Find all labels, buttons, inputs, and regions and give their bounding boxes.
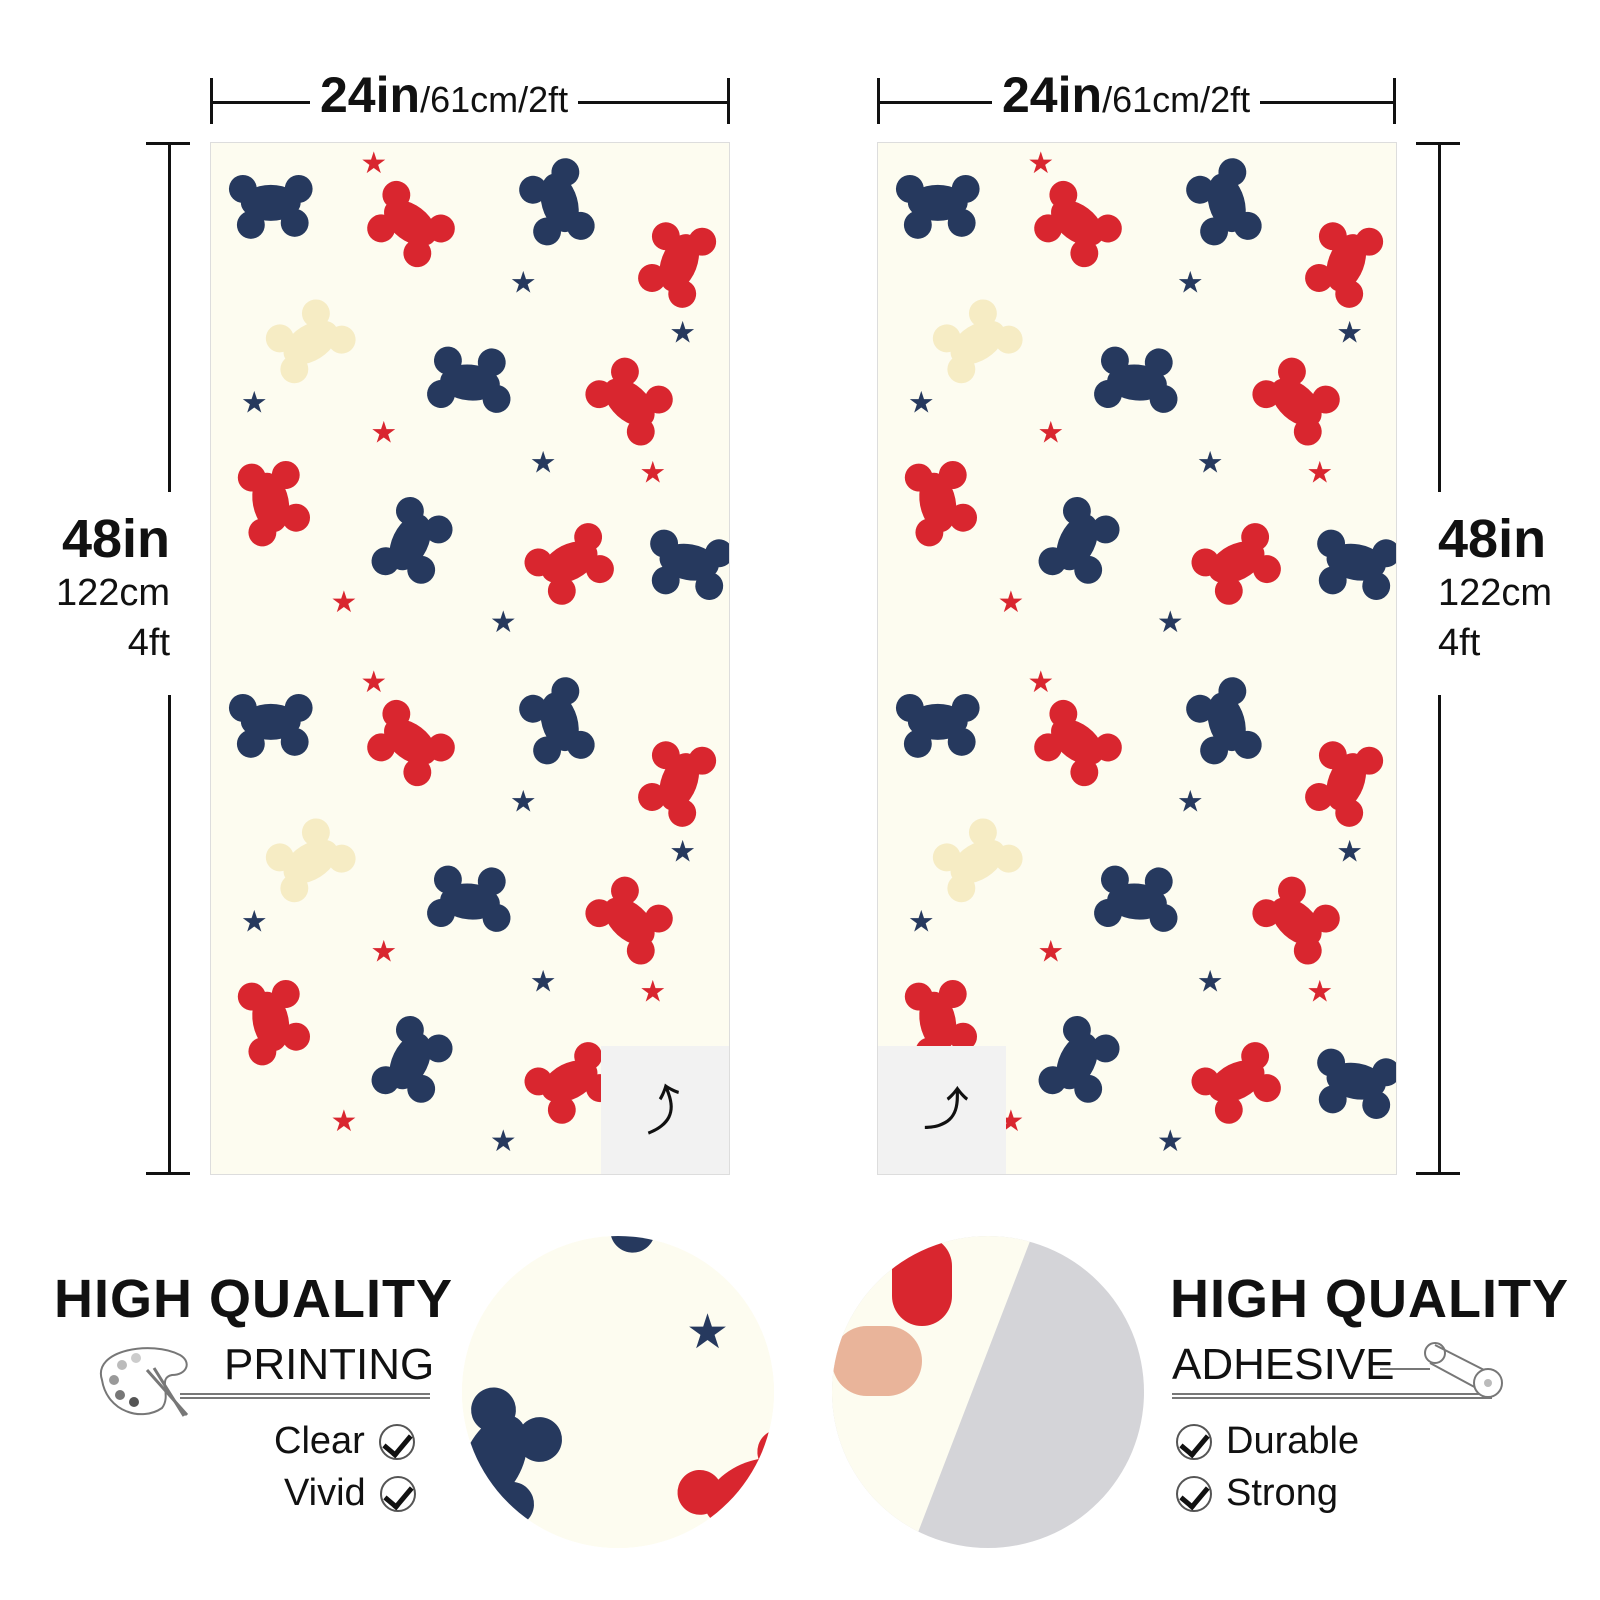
peel-corner [601, 1046, 729, 1174]
print-closeup [462, 1236, 774, 1548]
checkmark-icon [1176, 1423, 1212, 1460]
adhesive-subtitle: ADHESIVE [1172, 1340, 1395, 1389]
height-tick-bottom [146, 1172, 190, 1175]
roll-icon [1380, 1342, 1503, 1398]
checkmark-icon [379, 1475, 416, 1512]
finger [832, 1326, 922, 1396]
height-label-left: 48in 122cm 4ft [55, 509, 170, 664]
wallpaper-panel-right: ⤴ [877, 142, 1397, 1175]
height-line-bottom [1438, 695, 1441, 1175]
wallpaper-panel-left: ⤴ [210, 142, 730, 1175]
palette-icon [99, 1347, 189, 1417]
height-tick-bottom [1416, 1172, 1460, 1175]
printing-subtitle: PRINTING [224, 1340, 435, 1389]
checkmark-icon [378, 1423, 415, 1460]
height-tick-top [146, 142, 190, 145]
checkmark-icon [1176, 1475, 1212, 1512]
check-durable: Durable [1176, 1420, 1359, 1463]
check-strong: Strong [1176, 1472, 1338, 1515]
height-tick-top [1416, 142, 1460, 145]
height-label-right: 48in 122cm 4ft [1438, 509, 1553, 664]
height-line-bottom [168, 695, 171, 1175]
height-line-top [1438, 142, 1441, 492]
adhesive-closeup [832, 1236, 1144, 1548]
height-line-top [168, 142, 171, 492]
adhesive-title: HIGH QUALITY [1170, 1269, 1569, 1329]
width-label: 24in/61cm/2ft [310, 66, 579, 124]
printing-title: HIGH QUALITY [54, 1269, 453, 1329]
divider [180, 1393, 430, 1399]
curved-arrow-icon: ⤴ [923, 1083, 969, 1135]
peel-corner [878, 1046, 1006, 1174]
width-label: 24in/61cm/2ft [992, 66, 1261, 124]
divider [1172, 1393, 1492, 1399]
check-clear: Clear [274, 1420, 415, 1463]
check-vivid: Vivid [284, 1472, 416, 1515]
